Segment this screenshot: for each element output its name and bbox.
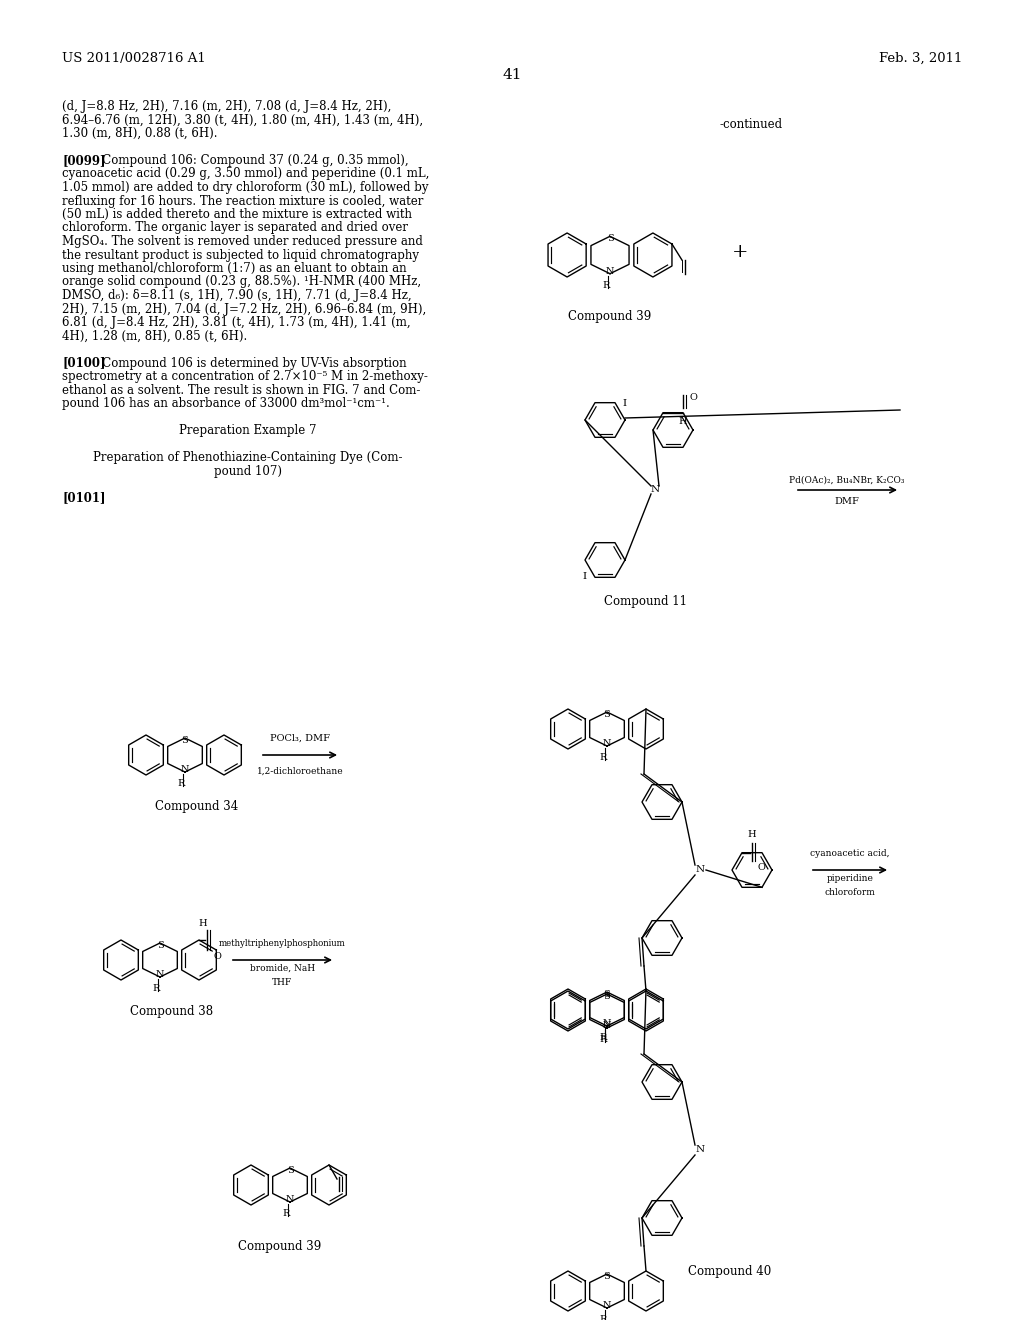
Text: pound 106 has an absorbance of 33000 dm³mol⁻¹cm⁻¹.: pound 106 has an absorbance of 33000 dm³… bbox=[62, 397, 390, 411]
Text: N: N bbox=[181, 766, 189, 774]
Text: 2H), 7.15 (m, 2H), 7.04 (d, J=7.2 Hz, 2H), 6.96–6.84 (m, 9H),: 2H), 7.15 (m, 2H), 7.04 (d, J=7.2 Hz, 2H… bbox=[62, 302, 426, 315]
Text: spectrometry at a concentration of 2.7×10⁻⁵ M in 2-methoxy-: spectrometry at a concentration of 2.7×1… bbox=[62, 370, 428, 383]
Text: Compound 39: Compound 39 bbox=[239, 1239, 322, 1253]
Text: S: S bbox=[603, 710, 610, 719]
Text: S: S bbox=[606, 235, 613, 243]
Text: Compound 38: Compound 38 bbox=[130, 1005, 213, 1018]
Text: chloroform. The organic layer is separated and dried over: chloroform. The organic layer is separat… bbox=[62, 222, 408, 235]
Text: [0099]: [0099] bbox=[62, 154, 105, 168]
Text: R: R bbox=[599, 1315, 606, 1320]
Text: I: I bbox=[583, 572, 587, 581]
Text: chloroform: chloroform bbox=[824, 888, 876, 898]
Text: N: N bbox=[603, 739, 611, 748]
Text: N: N bbox=[606, 267, 614, 276]
Text: R: R bbox=[283, 1209, 290, 1218]
Text: (50 mL) is added thereto and the mixture is extracted with: (50 mL) is added thereto and the mixture… bbox=[62, 209, 412, 220]
Text: pound 107): pound 107) bbox=[214, 465, 282, 478]
Text: 6.94–6.76 (m, 12H), 3.80 (t, 4H), 1.80 (m, 4H), 1.43 (m, 4H),: 6.94–6.76 (m, 12H), 3.80 (t, 4H), 1.80 (… bbox=[62, 114, 423, 127]
Text: -continued: -continued bbox=[720, 117, 783, 131]
Text: piperidine: piperidine bbox=[826, 874, 873, 883]
Text: Feb. 3, 2011: Feb. 3, 2011 bbox=[879, 51, 962, 65]
Text: N: N bbox=[156, 970, 164, 979]
Text: I: I bbox=[623, 399, 627, 408]
Text: Compound 40: Compound 40 bbox=[688, 1265, 772, 1278]
Text: 4H), 1.28 (m, 8H), 0.85 (t, 6H).: 4H), 1.28 (m, 8H), 0.85 (t, 6H). bbox=[62, 330, 247, 342]
Text: R: R bbox=[599, 1035, 606, 1044]
Text: DMF: DMF bbox=[835, 498, 859, 506]
Text: S: S bbox=[603, 990, 610, 999]
Text: cyanoacetic acid,: cyanoacetic acid, bbox=[810, 849, 890, 858]
Text: H: H bbox=[748, 830, 757, 838]
Text: 6.81 (d, J=8.4 Hz, 2H), 3.81 (t, 4H), 1.73 (m, 4H), 1.41 (m,: 6.81 (d, J=8.4 Hz, 2H), 3.81 (t, 4H), 1.… bbox=[62, 315, 411, 329]
Text: the resultant product is subjected to liquid chromatography: the resultant product is subjected to li… bbox=[62, 248, 419, 261]
Text: 41: 41 bbox=[502, 69, 522, 82]
Text: N: N bbox=[650, 486, 659, 495]
Text: (d, J=8.8 Hz, 2H), 7.16 (m, 2H), 7.08 (d, J=8.4 Hz, 2H),: (d, J=8.8 Hz, 2H), 7.16 (m, 2H), 7.08 (d… bbox=[62, 100, 391, 114]
Text: refluxing for 16 hours. The reaction mixture is cooled, water: refluxing for 16 hours. The reaction mix… bbox=[62, 194, 423, 207]
Text: MgSO₄. The solvent is removed under reduced pressure and: MgSO₄. The solvent is removed under redu… bbox=[62, 235, 423, 248]
Text: R: R bbox=[602, 281, 609, 289]
Text: cyanoacetic acid (0.29 g, 3.50 mmol) and peperidine (0.1 mL,: cyanoacetic acid (0.29 g, 3.50 mmol) and… bbox=[62, 168, 429, 181]
Text: ethanol as a solvent. The result is shown in FIG. 7 and Com-: ethanol as a solvent. The result is show… bbox=[62, 384, 421, 396]
Text: O: O bbox=[758, 863, 766, 871]
Text: N: N bbox=[603, 1020, 611, 1030]
Text: S: S bbox=[603, 993, 610, 1001]
Text: S: S bbox=[603, 1272, 610, 1280]
Text: Compound 11: Compound 11 bbox=[603, 595, 686, 609]
Text: 1.30 (m, 8H), 0.88 (t, 6H).: 1.30 (m, 8H), 0.88 (t, 6H). bbox=[62, 127, 217, 140]
Text: POCl₃, DMF: POCl₃, DMF bbox=[270, 734, 330, 743]
Text: Compound 106 is determined by UV-Vis absorption: Compound 106 is determined by UV-Vis abs… bbox=[91, 356, 407, 370]
Text: O: O bbox=[213, 952, 221, 961]
Text: H: H bbox=[679, 417, 687, 425]
Text: using methanol/chloroform (1:7) as an eluant to obtain an: using methanol/chloroform (1:7) as an el… bbox=[62, 261, 407, 275]
Text: N: N bbox=[286, 1195, 294, 1204]
Text: R: R bbox=[177, 779, 184, 788]
Text: Preparation of Phenothiazine-Containing Dye (Com-: Preparation of Phenothiazine-Containing … bbox=[93, 451, 402, 465]
Text: N: N bbox=[695, 1146, 705, 1155]
Text: Preparation Example 7: Preparation Example 7 bbox=[179, 424, 316, 437]
Text: DMSO, d₆): δ=8.11 (s, 1H), 7.90 (s, 1H), 7.71 (d, J=8.4 Hz,: DMSO, d₆): δ=8.11 (s, 1H), 7.90 (s, 1H),… bbox=[62, 289, 412, 302]
Text: S: S bbox=[181, 737, 188, 744]
Text: S: S bbox=[157, 941, 164, 950]
Text: Compound 34: Compound 34 bbox=[155, 800, 239, 813]
Text: 1,2-dichloroethane: 1,2-dichloroethane bbox=[257, 767, 343, 776]
Text: N: N bbox=[603, 1019, 611, 1028]
Text: Compound 106: Compound 37 (0.24 g, 0.35 mmol),: Compound 106: Compound 37 (0.24 g, 0.35 … bbox=[91, 154, 409, 168]
Text: R: R bbox=[599, 1034, 606, 1041]
Text: N: N bbox=[695, 866, 705, 874]
Text: methyltriphenylphosphonium: methyltriphenylphosphonium bbox=[219, 939, 346, 948]
Text: [0100]: [0100] bbox=[62, 356, 105, 370]
Text: bromide, NaH: bromide, NaH bbox=[250, 964, 315, 973]
Text: R: R bbox=[599, 752, 606, 762]
Text: Pd(OAc)₂, Bu₄NBr, K₂CO₃: Pd(OAc)₂, Bu₄NBr, K₂CO₃ bbox=[790, 477, 905, 484]
Text: US 2011/0028716 A1: US 2011/0028716 A1 bbox=[62, 51, 206, 65]
Text: R: R bbox=[153, 983, 160, 993]
Text: +: + bbox=[732, 243, 749, 261]
Text: Compound 39: Compound 39 bbox=[568, 310, 651, 323]
Text: H: H bbox=[199, 919, 207, 928]
Text: S: S bbox=[287, 1166, 293, 1175]
Text: THF: THF bbox=[272, 978, 293, 987]
Text: orange solid compound (0.23 g, 88.5%). ¹H-NMR (400 MHz,: orange solid compound (0.23 g, 88.5%). ¹… bbox=[62, 276, 421, 289]
Text: O: O bbox=[690, 392, 698, 401]
Text: 1.05 mmol) are added to dry chloroform (30 mL), followed by: 1.05 mmol) are added to dry chloroform (… bbox=[62, 181, 428, 194]
Text: [0101]: [0101] bbox=[62, 491, 105, 504]
Text: N: N bbox=[603, 1302, 611, 1309]
